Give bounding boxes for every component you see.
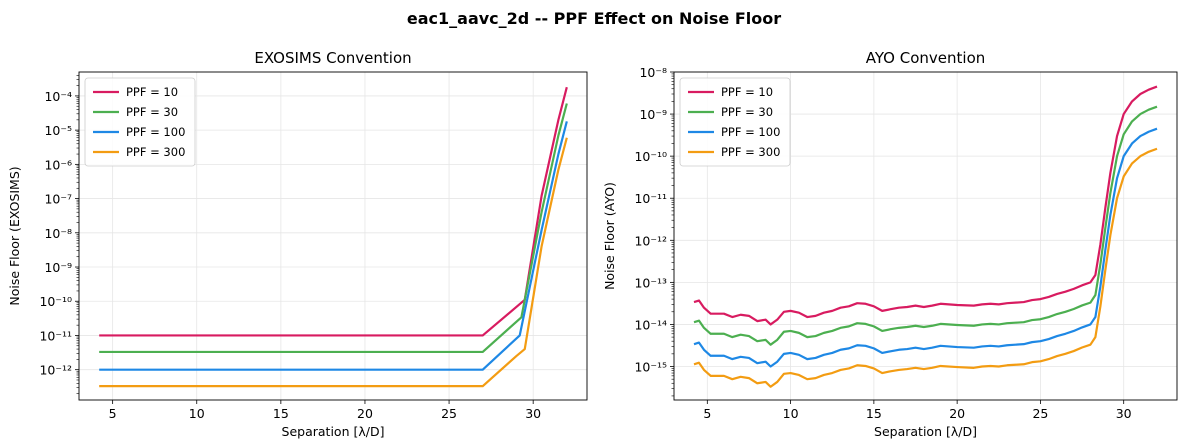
ayo-legend-label-2: PPF = 100 <box>721 125 780 139</box>
exosims-grid <box>79 72 587 400</box>
ayo-x-tick-label-25: 25 <box>1032 406 1048 421</box>
exosims-legend-label-2: PPF = 100 <box>126 125 185 139</box>
exosims-series-lines <box>99 86 568 388</box>
ayo-y-tick-label: 10⁻¹⁰ <box>634 149 667 164</box>
ayo-series-line-1 <box>693 105 1158 346</box>
exosims-y-tick-label: 10⁻⁴ <box>44 89 72 104</box>
exosims-y-tick-label: 10⁻⁷ <box>44 192 72 207</box>
exosims-y-tick-label: 10⁻⁵ <box>44 123 72 138</box>
exosims-series-line-1 <box>99 103 568 354</box>
ayo-legend-label-1: PPF = 30 <box>721 105 773 119</box>
ayo-title: AYO Convention <box>866 49 986 67</box>
ayo-y-tick-label: 10⁻⁹ <box>639 107 667 122</box>
ayo-x-tick-label-10: 10 <box>783 406 799 421</box>
ayo-y-tick-label: 10⁻¹⁵ <box>634 360 667 375</box>
ayo-y-tick-label: 10⁻⁸ <box>639 65 667 80</box>
ayo-legend-box <box>679 77 791 167</box>
ayo-series-line-3 <box>693 147 1158 388</box>
ayo-series-line-0 <box>693 85 1158 326</box>
exosims-x-tick-label-5: 5 <box>109 406 117 421</box>
exosims-x-axis-label: Separation [λ/D] <box>282 424 385 439</box>
ayo-x-tick-label-5: 5 <box>703 406 711 421</box>
exosims-legend-label-3: PPF = 300 <box>126 145 185 159</box>
exosims-y-axis-label: Noise Floor (EXOSIMS) <box>7 166 22 305</box>
ayo-x-tick-label-15: 15 <box>866 406 882 421</box>
exosims-y-tick-label: 10⁻¹² <box>39 363 72 378</box>
exosims-series-line-0 <box>99 86 568 337</box>
exosims-x-tick-label-25: 25 <box>441 406 457 421</box>
exosims-axes-frame <box>78 71 588 401</box>
exosims-series-line-2 <box>99 121 568 371</box>
exosims-legend: PPF = 10 PPF = 30 PPF = 100 PPF = 300 <box>84 77 196 167</box>
ayo-y-tick-label: 10⁻¹⁴ <box>634 317 667 332</box>
exosims-y-tick-label: 10⁻¹⁰ <box>39 294 72 309</box>
ayo-legend-label-3: PPF = 300 <box>721 145 780 159</box>
exosims-y-tick-label: 10⁻⁶ <box>44 157 72 172</box>
ayo-legend-label-0: PPF = 10 <box>721 85 773 99</box>
ayo-series-lines <box>693 85 1158 388</box>
figure-title: eac1_aavc_2d -- PPF Effect on Noise Floo… <box>407 9 781 28</box>
ayo-y-tick-label: 10⁻¹¹ <box>634 191 667 206</box>
exosims-series-line-3 <box>99 137 568 388</box>
exosims-y-tick-label: 10⁻⁸ <box>44 226 72 241</box>
panel-ayo: 5 10 15 20 25 30 10⁻¹⁵ 10⁻¹⁴ 10⁻¹³ 10⁻¹² 10⁻¹¹ 10⁻¹… <box>602 49 1178 439</box>
exosims-title: EXOSIMS Convention <box>254 49 411 67</box>
panel-exosims: 5 10 15 20 25 30 10⁻¹² 10⁻¹¹ 10⁻¹⁰ 10⁻⁹ 10⁻⁸ 10⁻⁷ 10… <box>7 49 588 439</box>
ayo-y-tick-label: 10⁻¹² <box>634 233 667 248</box>
exosims-legend-box <box>84 77 196 167</box>
exosims-y-tick-label: 10⁻⁹ <box>44 260 72 275</box>
ayo-x-axis-label: Separation [λ/D] <box>874 424 977 439</box>
exosims-legend-label-0: PPF = 10 <box>126 85 178 99</box>
ayo-x-tick-label-30: 30 <box>1116 406 1132 421</box>
ayo-axes-frame <box>673 71 1178 401</box>
ayo-y-axis-label: Noise Floor (AYO) <box>602 182 617 290</box>
ayo-legend: PPF = 10 PPF = 30 PPF = 100 PPF = 300 <box>679 77 791 167</box>
ayo-x-tick-label-20: 20 <box>949 406 965 421</box>
exosims-x-tick-label-15: 15 <box>273 406 289 421</box>
exosims-x-tick-label-30: 30 <box>525 406 541 421</box>
exosims-y-tick-label: 10⁻¹¹ <box>39 328 72 343</box>
exosims-x-tick-label-10: 10 <box>189 406 205 421</box>
ayo-series-line-2 <box>693 127 1158 368</box>
exosims-legend-label-1: PPF = 30 <box>126 105 178 119</box>
exosims-x-tick-label-20: 20 <box>357 406 373 421</box>
ayo-y-tick-label: 10⁻¹³ <box>634 275 667 290</box>
